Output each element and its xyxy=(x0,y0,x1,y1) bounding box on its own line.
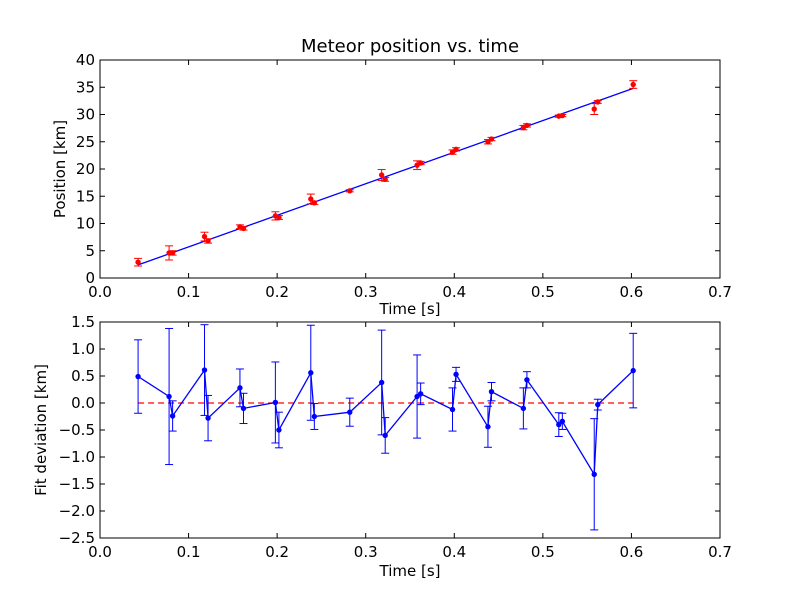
deviation-data-point xyxy=(488,388,495,395)
deviation-y-tick-label: 1.0 xyxy=(71,340,95,358)
position-data-point xyxy=(169,250,176,256)
deviation-data-point xyxy=(556,421,562,428)
position-plot-frame xyxy=(99,59,721,279)
deviation-data-point xyxy=(240,405,247,412)
deviation-y-tick-label: 1.5 xyxy=(71,313,95,331)
deviation-series-group xyxy=(134,324,638,531)
deviation-data-point xyxy=(595,401,601,408)
position-y-tick-label: 25 xyxy=(76,133,95,151)
deviation-data-point xyxy=(449,406,456,413)
position-axis-ticks: 0.0 0.1 0.2 0.3 0.4 0.5 0.6 0.7 0 5 10 15 20 25 30 35 40 xyxy=(76,51,732,301)
deviation-x-tick-label: 0.4 xyxy=(442,543,466,561)
deviation-y-tick-label: −1.5 xyxy=(59,475,95,493)
deviation-data-point xyxy=(169,413,176,419)
position-data-point xyxy=(205,238,211,244)
deviation-data-point xyxy=(630,367,636,374)
deviation-data-point xyxy=(205,415,211,421)
deviation-x-tick-label: 0.7 xyxy=(708,543,732,561)
position-data-point xyxy=(276,214,282,221)
deviation-plot-area xyxy=(100,322,720,538)
position-y-tick-label: 15 xyxy=(76,187,95,205)
position-data-point xyxy=(559,112,566,119)
deviation-y-axis-label: Fit deviation [km] xyxy=(32,364,50,496)
position-data-point xyxy=(630,81,636,88)
position-x-tick-label: 0.7 xyxy=(708,283,732,301)
deviation-data-point xyxy=(276,427,282,433)
fit-line xyxy=(137,87,634,266)
position-data-point xyxy=(311,200,318,206)
deviation-y-tick-label: −2.5 xyxy=(59,529,95,547)
deviation-y-tick-label: −1.0 xyxy=(59,448,95,466)
position-data-point xyxy=(201,233,208,240)
position-y-tick-label: 10 xyxy=(76,215,95,233)
position-fit-line-group xyxy=(137,87,634,266)
deviation-x-tick-label: 0.6 xyxy=(619,543,643,561)
deviation-data-point xyxy=(135,373,141,380)
position-x-tick-label: 0.5 xyxy=(531,283,555,301)
deviation-data-point xyxy=(308,370,314,376)
position-data-point xyxy=(382,176,388,183)
position-x-tick-label: 0.2 xyxy=(265,283,289,301)
deviation-data-point xyxy=(453,371,459,378)
position-x-tick-label: 0.0 xyxy=(88,283,112,301)
deviation-data-point xyxy=(485,424,491,430)
deviation-data-point xyxy=(417,391,424,397)
deviation-x-tick-label: 0.0 xyxy=(88,543,112,561)
deviation-data-point xyxy=(166,393,172,400)
deviation-x-axis-label: Time [s] xyxy=(379,562,441,580)
deviation-data-point xyxy=(591,471,597,477)
deviation-data-point xyxy=(311,413,318,420)
position-y-axis-label: Position [km] xyxy=(51,120,69,218)
position-data-point xyxy=(595,99,601,105)
position-y-tick-label: 30 xyxy=(76,106,95,124)
position-data-point xyxy=(488,136,495,142)
position-x-tick-label: 0.3 xyxy=(354,283,378,301)
position-y-tick-label: 5 xyxy=(85,242,95,260)
position-data-point xyxy=(347,188,353,194)
position-y-tick-label: 0 xyxy=(85,269,95,287)
position-y-tick-label: 20 xyxy=(76,160,95,178)
position-data-point xyxy=(240,225,247,232)
deviation-y-tick-label: 0.5 xyxy=(71,367,95,385)
deviation-y-tick-label: −2.0 xyxy=(59,502,95,520)
deviation-data-point xyxy=(272,399,279,406)
position-x-tick-label: 0.1 xyxy=(177,283,201,301)
deviation-x-tick-label: 0.5 xyxy=(531,543,555,561)
deviation-data-point xyxy=(237,385,243,391)
position-chart-title: Meteor position vs. time xyxy=(301,36,519,57)
position-data-point xyxy=(453,146,459,153)
position-y-tick-label: 35 xyxy=(76,78,95,96)
position-y-tick-label: 40 xyxy=(76,51,95,69)
position-x-axis-label: Time [s] xyxy=(379,300,441,318)
deviation-chart: 0.0 0.1 0.2 0.3 0.4 0.5 0.6 0.7 −2.5 −2.0 −1.5 −1.0… xyxy=(32,313,732,580)
position-chart: Meteor position vs. time 0.0 0.1 0.2 0.3 0.4… xyxy=(51,36,732,318)
position-x-tick-label: 0.4 xyxy=(442,283,466,301)
position-points-group xyxy=(134,80,638,267)
deviation-data-point xyxy=(559,418,566,425)
position-data-point xyxy=(524,122,530,129)
position-data-point xyxy=(378,172,385,178)
deviation-y-tick-label: 0.0 xyxy=(71,394,95,412)
deviation-data-point xyxy=(382,432,388,439)
deviation-x-tick-label: 0.3 xyxy=(354,543,378,561)
deviation-data-point xyxy=(520,405,527,412)
deviation-x-tick-label: 0.1 xyxy=(177,543,201,561)
deviation-plot-frame xyxy=(99,321,721,539)
position-data-point xyxy=(417,160,424,166)
deviation-data-point xyxy=(414,393,420,400)
position-data-point xyxy=(591,106,597,112)
deviation-data-point xyxy=(347,409,353,415)
deviation-x-tick-label: 0.2 xyxy=(265,543,289,561)
position-data-point xyxy=(135,259,141,265)
deviation-y-tick-label: −0.5 xyxy=(59,421,95,439)
deviation-data-point xyxy=(201,367,208,373)
deviation-data-point xyxy=(378,379,385,386)
position-data-point xyxy=(308,196,314,202)
deviation-data-point xyxy=(524,377,530,383)
position-x-tick-label: 0.6 xyxy=(619,283,643,301)
